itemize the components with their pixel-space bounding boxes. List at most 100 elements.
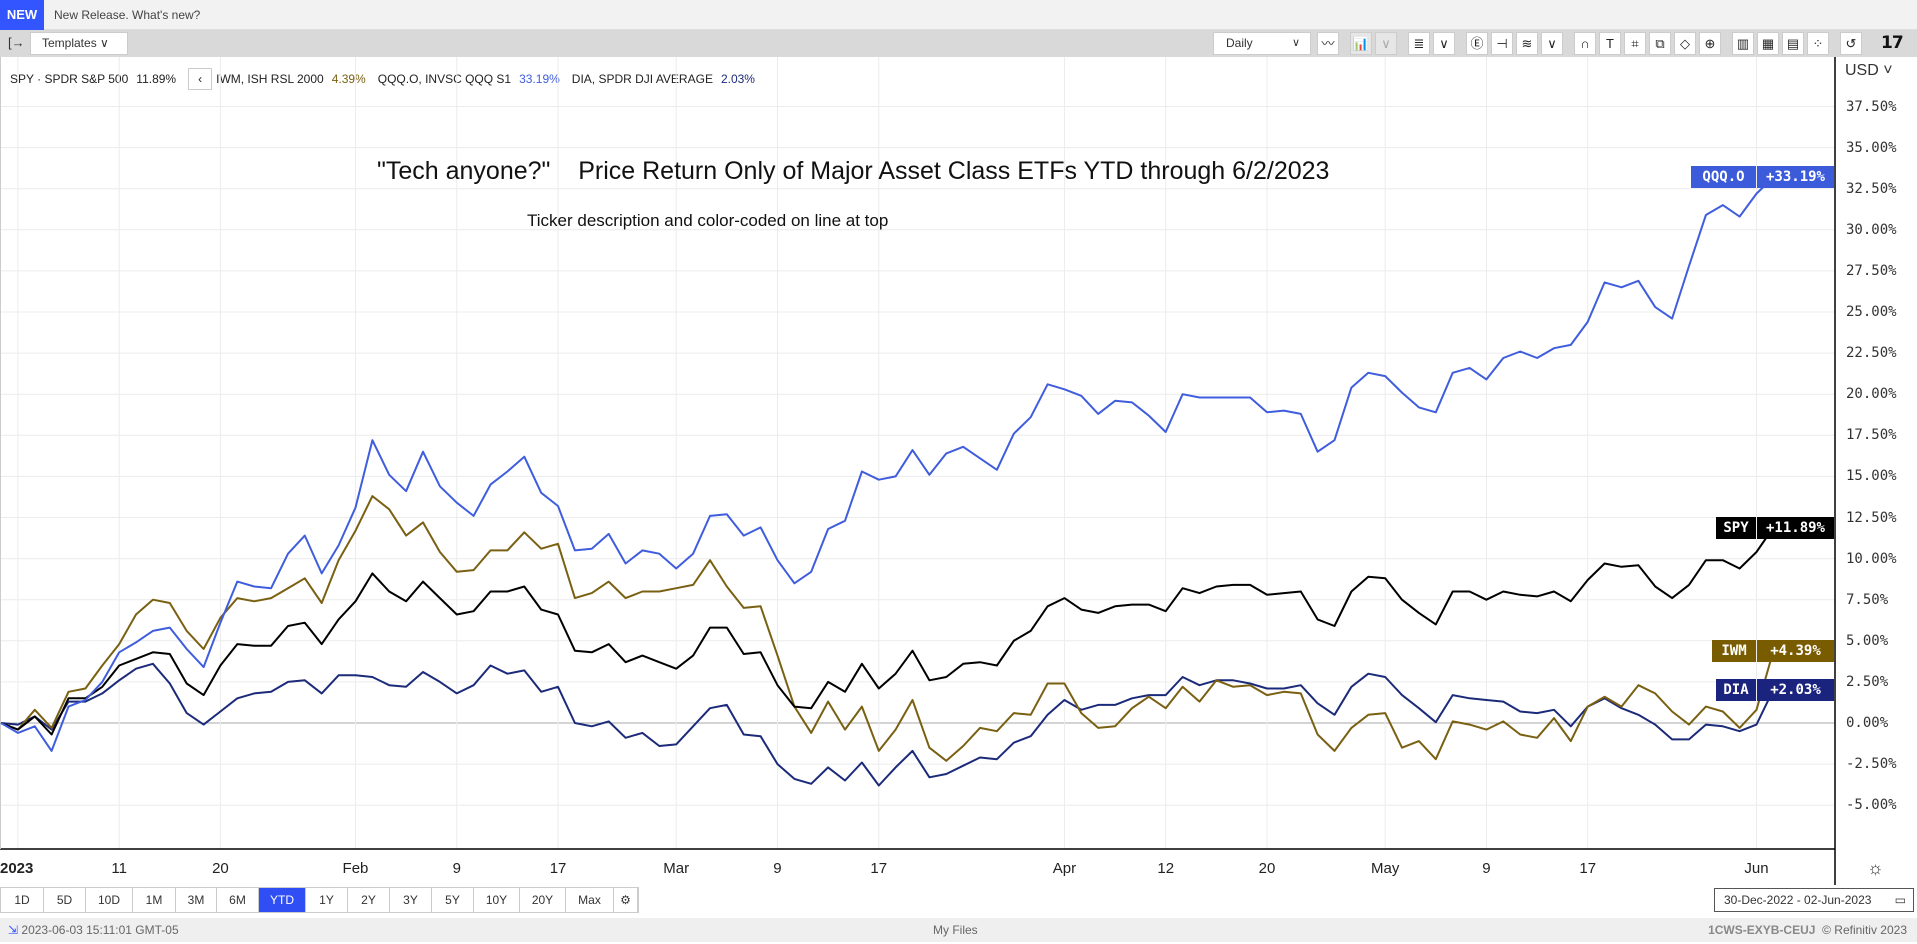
chart-subtitle: Ticker description and color-coded on li… bbox=[527, 211, 889, 230]
chevron-down-icon: ∨ bbox=[1291, 37, 1300, 49]
move-icon[interactable]: ⧉ bbox=[1649, 32, 1671, 55]
magnet-icon[interactable]: ∩ bbox=[1574, 32, 1596, 55]
legend-label[interactable]: DIA, SPDR DJI AVERAGE bbox=[571, 72, 713, 86]
events-icon[interactable]: Ⓔ bbox=[1466, 32, 1488, 55]
series-name-badge: DIA bbox=[1716, 678, 1756, 701]
x-tick-label: 12 bbox=[1157, 860, 1175, 877]
export-chart-icon[interactable]: ▥ bbox=[1732, 32, 1754, 55]
range-10d[interactable]: 10D bbox=[86, 888, 133, 912]
x-tick-label: 9 bbox=[452, 860, 461, 877]
indicators-chevron-icon[interactable]: ∨ bbox=[1541, 32, 1563, 55]
range-1d[interactable]: 1D bbox=[1, 888, 44, 912]
currency-select[interactable]: USD ˅ bbox=[1845, 62, 1893, 79]
legend-label[interactable]: IWM, ISH RSL 2000 bbox=[216, 72, 324, 86]
list-icon[interactable]: ≣ bbox=[1408, 32, 1430, 55]
range-max[interactable]: Max bbox=[566, 888, 614, 912]
date-range-picker[interactable]: 30-Dec-2022 - 02-Jun-2023 ▭ bbox=[1714, 888, 1914, 912]
y-tick-label: 7.50% bbox=[1846, 591, 1889, 608]
x-tick-label: Mar bbox=[663, 860, 690, 877]
draw-icon[interactable]: ◇ bbox=[1674, 32, 1696, 55]
series-value-badge: +2.03% bbox=[1757, 678, 1834, 701]
undo-icon[interactable]: ↺ bbox=[1840, 32, 1862, 55]
crosshair-icon[interactable]: ⊣ bbox=[1491, 32, 1513, 55]
y-tick-label: 37.50% bbox=[1846, 98, 1897, 115]
range-5d[interactable]: 5D bbox=[44, 888, 86, 912]
x-tick-label: 2023 bbox=[0, 860, 34, 877]
range-3m[interactable]: 3M bbox=[176, 888, 217, 912]
y-tick-label: 20.00% bbox=[1846, 386, 1897, 403]
table-icon[interactable]: ▦ bbox=[1757, 32, 1779, 55]
refinitiv-icon: ⇲ bbox=[8, 923, 19, 937]
range-settings-icon[interactable]: ⚙ bbox=[614, 888, 638, 912]
range-5y[interactable]: 5Y bbox=[432, 888, 474, 912]
copyright: © Refinitiv 2023 bbox=[1822, 923, 1907, 937]
y-tick-label: 22.50% bbox=[1846, 345, 1897, 362]
y-tick-label: 17.50% bbox=[1846, 427, 1897, 444]
range-2y[interactable]: 2Y bbox=[348, 888, 390, 912]
series-line-iwm[interactable] bbox=[0, 495, 1775, 762]
legend-value: 4.39% bbox=[331, 72, 366, 86]
y-tick-label: -2.50% bbox=[1846, 756, 1897, 773]
legend-value: 2.03% bbox=[720, 72, 755, 86]
x-tick-label: 11 bbox=[111, 860, 127, 877]
release-banner: NEW New Release. What's new? bbox=[0, 0, 1917, 30]
interval-select[interactable]: Daily ∨ bbox=[1213, 32, 1311, 55]
series-name-badge: SPY bbox=[1716, 516, 1756, 539]
x-tick-label: 20 bbox=[1258, 860, 1276, 877]
y-tick-label: 5.00% bbox=[1846, 632, 1889, 649]
y-tick-label: 10.00% bbox=[1846, 550, 1897, 567]
my-files-link[interactable]: My Files bbox=[933, 923, 978, 937]
range-1y[interactable]: 1Y bbox=[306, 888, 348, 912]
y-tick-label: 30.00% bbox=[1846, 221, 1897, 238]
chart-settings-icon[interactable]: ☼ bbox=[1867, 858, 1884, 878]
chart-type-chevron-icon[interactable]: ∨ bbox=[1375, 32, 1397, 55]
series-name-badge: IWM bbox=[1712, 639, 1756, 662]
range-1m[interactable]: 1M bbox=[133, 888, 176, 912]
chart-toolbar: [→ Templates ∨ Daily ∨ 〰 📊 ∨ ≣ ∨ Ⓔ ⊣ ≋ ∨ ∩ T ⌗ ⧉ ◇ ⊕ ▥ ▦ ▤… bbox=[0, 30, 1917, 57]
series-line-dia[interactable] bbox=[0, 662, 1775, 787]
y-tick-label: 27.50% bbox=[1846, 262, 1897, 279]
series-line-qqq-o[interactable] bbox=[0, 176, 1775, 752]
date-range-text: 30-Dec-2022 - 02-Jun-2023 bbox=[1724, 893, 1872, 907]
range-10y[interactable]: 10Y bbox=[474, 888, 520, 912]
timestamp: 2023-06-03 15:11:01 GMT-05 bbox=[21, 923, 179, 937]
whats-new-link[interactable]: New Release. What's new? bbox=[54, 8, 201, 22]
x-tick-label: Jun bbox=[1744, 860, 1769, 877]
news-icon[interactable]: ▤ bbox=[1782, 32, 1804, 55]
x-tick-label: 17 bbox=[870, 860, 888, 877]
x-tick-label: 17 bbox=[549, 860, 567, 877]
y-tick-label: 25.00% bbox=[1846, 304, 1897, 320]
scatter-icon[interactable]: ⁘ bbox=[1807, 32, 1829, 55]
line-chart-icon[interactable]: 〰 bbox=[1317, 32, 1339, 55]
zoom-icon[interactable]: ⊕ bbox=[1699, 32, 1721, 55]
y-tick-label: 15.00% bbox=[1846, 468, 1897, 485]
interval-value: Daily bbox=[1226, 36, 1253, 50]
y-tick-label: 35.00% bbox=[1846, 139, 1897, 156]
shape-icon[interactable]: ⌗ bbox=[1624, 32, 1646, 55]
chart-type-icon[interactable]: 📊 bbox=[1350, 32, 1372, 55]
range-3y[interactable]: 3Y bbox=[390, 888, 432, 912]
session-id: 1CWS-EXYB-CEUJ bbox=[1708, 923, 1816, 937]
list-chevron-icon[interactable]: ∨ bbox=[1433, 32, 1455, 55]
legend-label[interactable]: SPY · SPDR S&P 500 bbox=[10, 72, 129, 86]
x-tick-label: Feb bbox=[342, 860, 369, 877]
series-legend: SPY · SPDR S&P 500 11.89% ‹ IWM, ISH RSL 20… bbox=[10, 68, 767, 90]
y-tick-label: 32.50% bbox=[1846, 180, 1897, 197]
y-tick-label: -5.00% bbox=[1846, 797, 1897, 814]
series-line-spy[interactable] bbox=[0, 526, 1775, 736]
legend-label[interactable]: QQQ.O, INVSC QQQ S1 bbox=[377, 72, 512, 86]
x-tick-label: 17 bbox=[1579, 860, 1597, 877]
range-ytd[interactable]: YTD bbox=[259, 888, 306, 912]
calendar-icon[interactable]: ▭ bbox=[1894, 893, 1906, 907]
text-icon[interactable]: T bbox=[1599, 32, 1621, 55]
status-bar: ⇲ 2023-06-03 15:11:01 GMT-05 My Files 1C… bbox=[0, 918, 1917, 942]
y-tick-label: 2.50% bbox=[1846, 673, 1889, 690]
legend-back-button[interactable]: ‹ bbox=[188, 68, 213, 90]
sidebar-toggle-icon[interactable]: [→ bbox=[8, 35, 25, 50]
range-6m[interactable]: 6M bbox=[217, 888, 259, 912]
legend-value: 11.89% bbox=[136, 72, 177, 86]
line-chart[interactable] bbox=[0, 57, 1917, 887]
range-20y[interactable]: 20Y bbox=[520, 888, 566, 912]
templates-dropdown[interactable]: Templates ∨ bbox=[30, 32, 128, 55]
indicators-icon[interactable]: ≋ bbox=[1516, 32, 1538, 55]
